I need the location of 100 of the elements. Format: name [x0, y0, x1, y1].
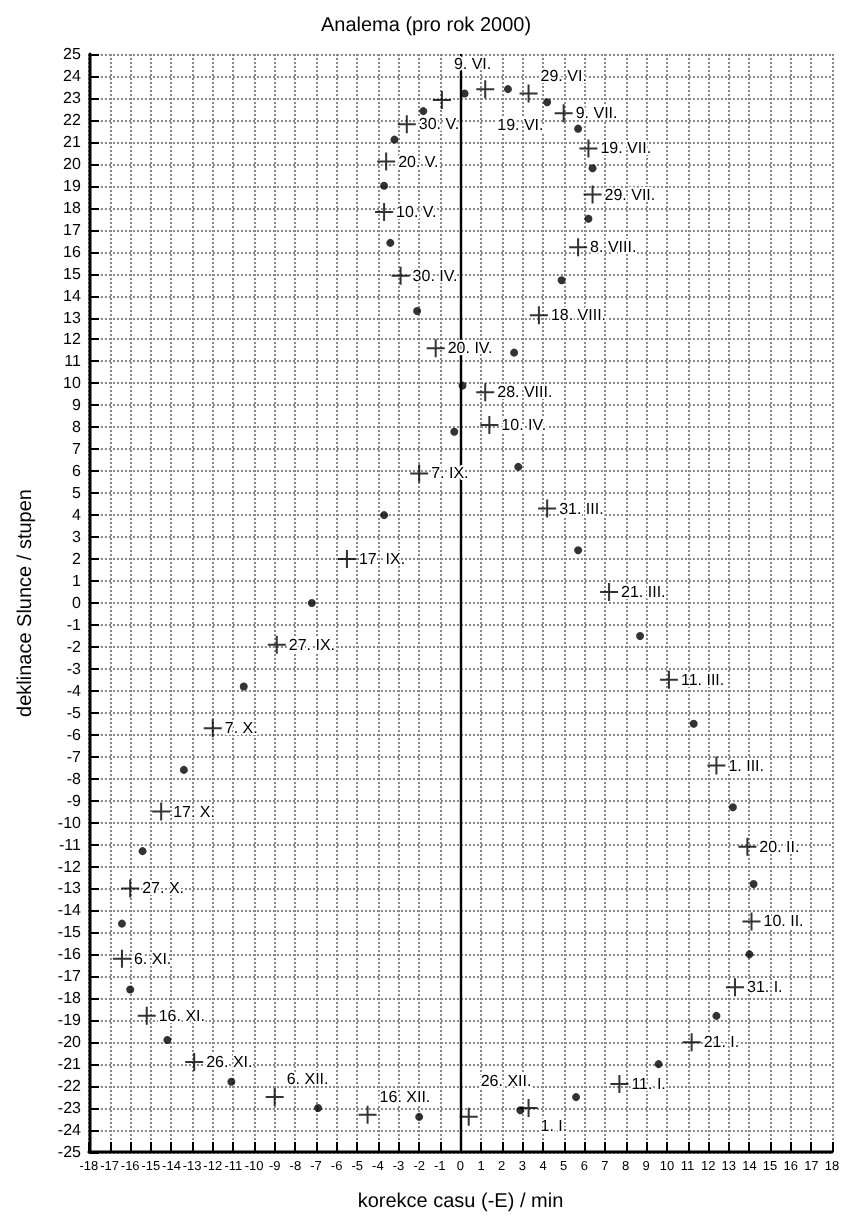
y-tick-label: 16 — [63, 242, 83, 261]
point — [528, 305, 549, 326]
point — [706, 755, 727, 776]
point — [518, 83, 539, 104]
y-tick-label: 14 — [63, 286, 83, 305]
point — [514, 462, 523, 471]
point — [126, 985, 135, 994]
point — [202, 718, 223, 739]
point — [266, 634, 287, 655]
point — [724, 977, 745, 998]
point — [543, 98, 552, 107]
annotation: 31. III. — [559, 499, 604, 518]
point — [510, 348, 519, 357]
y-tick-label: -6 — [66, 725, 82, 744]
annotation: 1. III. — [728, 756, 764, 775]
y-tick-label: -13 — [57, 879, 83, 898]
annotation: 1. I. — [540, 1117, 568, 1136]
y-tick-label: 1 — [72, 572, 83, 591]
y-tick-label: 8 — [72, 418, 83, 437]
point — [749, 880, 758, 889]
annotation: 31. I. — [746, 978, 783, 997]
y-tick-label: 22 — [63, 110, 83, 129]
annotation: 18. VIII. — [550, 306, 607, 325]
point — [458, 1106, 479, 1127]
point — [475, 382, 496, 403]
y-tick-label: 7 — [72, 440, 83, 459]
y-tick-label: 15 — [63, 264, 83, 283]
y-tick-label: 3 — [72, 528, 83, 547]
y-tick-label: -3 — [66, 659, 82, 678]
point — [518, 1098, 539, 1119]
annotation: 21. I. — [703, 1033, 740, 1052]
annotation: 8. VIII. — [590, 238, 637, 257]
y-tick-label: 19 — [63, 176, 83, 195]
annotation: 27. X. — [142, 879, 185, 898]
point — [658, 669, 679, 690]
point — [479, 415, 500, 436]
y-tick-label: -24 — [57, 1121, 83, 1140]
point — [415, 1112, 424, 1121]
point — [227, 1077, 236, 1086]
annotation: 6. XI. — [133, 949, 172, 968]
point — [741, 911, 762, 932]
y-axis-title: deklinace Slunce / stupen — [15, 489, 37, 717]
y-tick-label: -25 — [57, 1143, 83, 1161]
annotation: 29. VII. — [604, 185, 656, 204]
y-tick-label: -17 — [57, 967, 83, 986]
point — [681, 1032, 702, 1053]
point — [179, 765, 188, 774]
point — [654, 1060, 663, 1069]
point — [138, 847, 147, 856]
annotation: 11. III. — [680, 670, 725, 689]
annotation: 11. I. — [631, 1074, 666, 1093]
point — [396, 114, 417, 135]
point — [117, 919, 126, 928]
point — [239, 682, 248, 691]
point — [574, 124, 583, 133]
y-tick-label: -18 — [57, 989, 83, 1008]
y-tick-label: 4 — [72, 506, 83, 525]
point — [578, 138, 599, 159]
point — [409, 463, 430, 484]
annotation: 6. XII. — [286, 1070, 329, 1089]
y-tick-label: 20 — [63, 154, 83, 173]
point — [184, 1051, 205, 1072]
y-tick-label: -10 — [57, 813, 83, 832]
y-tick-label: -21 — [57, 1055, 83, 1074]
point — [376, 151, 397, 172]
point — [458, 381, 467, 390]
annotation: 10. IV. — [501, 416, 547, 435]
point — [737, 836, 758, 857]
point — [111, 948, 132, 969]
annotation: 20. V. — [398, 152, 439, 171]
y-tick-label: -16 — [57, 945, 83, 964]
y-tick-label: 18 — [63, 198, 83, 217]
annotation: 26. XI. — [206, 1052, 253, 1071]
point — [390, 265, 411, 286]
annotation: 28. VIII. — [497, 383, 553, 402]
point — [475, 79, 496, 100]
point — [419, 107, 428, 116]
point — [336, 549, 357, 570]
annotation: 30. IV. — [412, 266, 458, 285]
chart-title: Analema (pro rok 2000) — [320, 15, 532, 37]
annotation: 9. VII. — [575, 104, 618, 123]
annotation: 30. V. — [418, 115, 460, 134]
y-tick-label: -9 — [66, 791, 82, 810]
point — [636, 631, 645, 640]
annotation: 21. III. — [621, 583, 666, 602]
point — [264, 1087, 285, 1108]
y-tick-label: 12 — [63, 330, 83, 349]
y-tick-label: 23 — [63, 88, 83, 107]
y-tick-label: 13 — [63, 308, 83, 327]
y-tick-label: 24 — [63, 66, 83, 85]
y-tick-label: 2 — [72, 550, 83, 569]
y-tick-label: 9 — [72, 396, 83, 415]
y-tick-label: -11 — [58, 835, 83, 854]
annotation: 16. XI. — [158, 1006, 205, 1025]
point — [537, 498, 558, 519]
x-axis-title: korekce casu (-E) / min — [357, 1191, 564, 1213]
point — [574, 546, 583, 555]
point — [314, 1104, 323, 1113]
point — [374, 202, 395, 223]
y-tick-label: 5 — [72, 484, 83, 503]
